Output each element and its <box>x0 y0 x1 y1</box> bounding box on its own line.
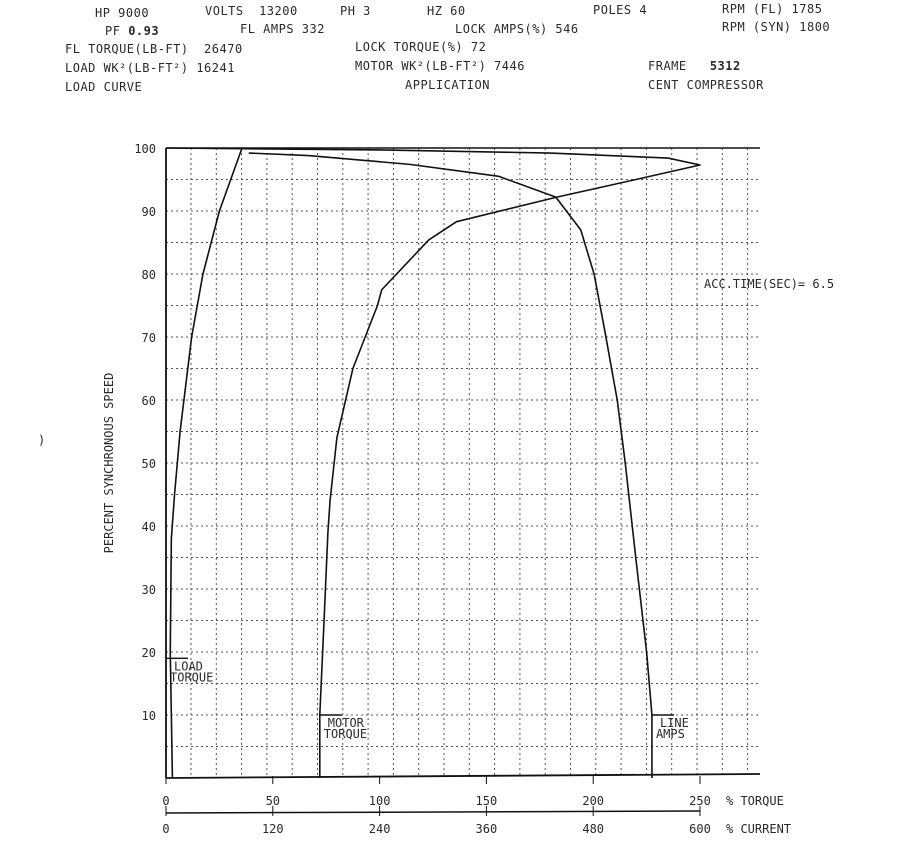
torque-axis-line <box>165 773 761 779</box>
y-tick-label: 50 <box>142 457 156 471</box>
frame-value: 5312 <box>709 59 741 73</box>
current-axis-label: % CURRENT <box>726 822 791 836</box>
stray-mark: ) <box>38 433 46 447</box>
torque-tick-label: 100 <box>369 794 391 808</box>
torque-axis-label: % TORQUE <box>726 794 784 808</box>
y-axis-label: PERCENT SYNCHRONOUS SPEED <box>102 373 116 554</box>
application-label: APPLICATION <box>405 78 490 92</box>
torque-tick-label: 250 <box>689 794 711 808</box>
line-amps-label-line2: AMPS <box>656 727 685 741</box>
current-tick-label: 480 <box>582 822 604 836</box>
phase-field: PH 3 <box>340 4 371 18</box>
frame-label: FRAME <box>648 59 687 73</box>
y-tick-label: 80 <box>142 268 156 282</box>
load-torque-label-line1: LOAD <box>174 659 203 673</box>
torque-tick-label: 50 <box>266 794 280 808</box>
current-axis-line <box>165 810 701 814</box>
current-tick-label: 0 <box>162 822 169 836</box>
torque-tick-label: 200 <box>582 794 604 808</box>
y-tick-label: 20 <box>142 646 156 660</box>
y-tick-label: 40 <box>142 520 156 534</box>
y-tick-label: 70 <box>142 331 156 345</box>
load-torque-label-line2: TORQUE <box>170 670 213 684</box>
frame-field: FRAME 5312 <box>648 59 741 73</box>
motor-torque-label-line1: MOTOR <box>328 716 365 730</box>
rpm-syn-field: RPM (SYN) 1800 <box>722 20 831 34</box>
pf-field: PF 0.93 <box>105 24 159 38</box>
rpm-fl-field: RPM (FL) 1785 <box>722 2 823 16</box>
current-tick-label: 360 <box>476 822 498 836</box>
pf-label: PF <box>105 24 121 38</box>
load-wk2-field: LOAD WK²(LB-FT²) 16241 <box>65 61 235 75</box>
fl-amps-field: FL AMPS 332 <box>240 22 325 36</box>
torque-tick-label: 150 <box>476 794 498 808</box>
current-tick-label: 120 <box>262 822 284 836</box>
y-tick-label: 10 <box>142 709 156 723</box>
hp-field: HP 9000 <box>95 6 150 20</box>
load-curve-field: LOAD CURVE <box>65 80 143 94</box>
torque-tick-label: 0 <box>162 794 169 808</box>
lock-torque-field: LOCK TORQUE(%) 72 <box>355 40 487 54</box>
y-tick-label: 60 <box>142 394 156 408</box>
y-tick-label: 100 <box>134 142 156 156</box>
load-torque-curve <box>169 147 243 779</box>
motor-torque-curve <box>165 147 701 778</box>
motor-wk2-field: MOTOR WK²(LB-FT²) 7446 <box>355 59 525 73</box>
y-tick-label: 90 <box>142 205 156 219</box>
y-tick-label: 30 <box>142 583 156 597</box>
lock-amps-field: LOCK AMPS(%) 546 <box>455 22 579 36</box>
application-value: CENT COMPRESSOR <box>648 78 764 92</box>
motor-torque-label-line2: TORQUE <box>324 727 367 741</box>
line-amps-curve <box>248 152 653 778</box>
volts-field: VOLTS 13200 <box>205 4 298 18</box>
fl-torque-field: FL TORQUE(LB-FT) 26470 <box>65 42 243 56</box>
current-tick-label: 600 <box>689 822 711 836</box>
line-amps-label-line1: LINE <box>660 716 689 730</box>
hz-field: HZ 60 <box>427 4 466 18</box>
poles-field: POLES 4 <box>593 3 648 17</box>
pf-value: 0.93 <box>128 24 160 38</box>
acceleration-time-annotation: ACC.TIME(SEC)= 6.5 <box>704 277 834 291</box>
current-tick-label: 240 <box>369 822 391 836</box>
